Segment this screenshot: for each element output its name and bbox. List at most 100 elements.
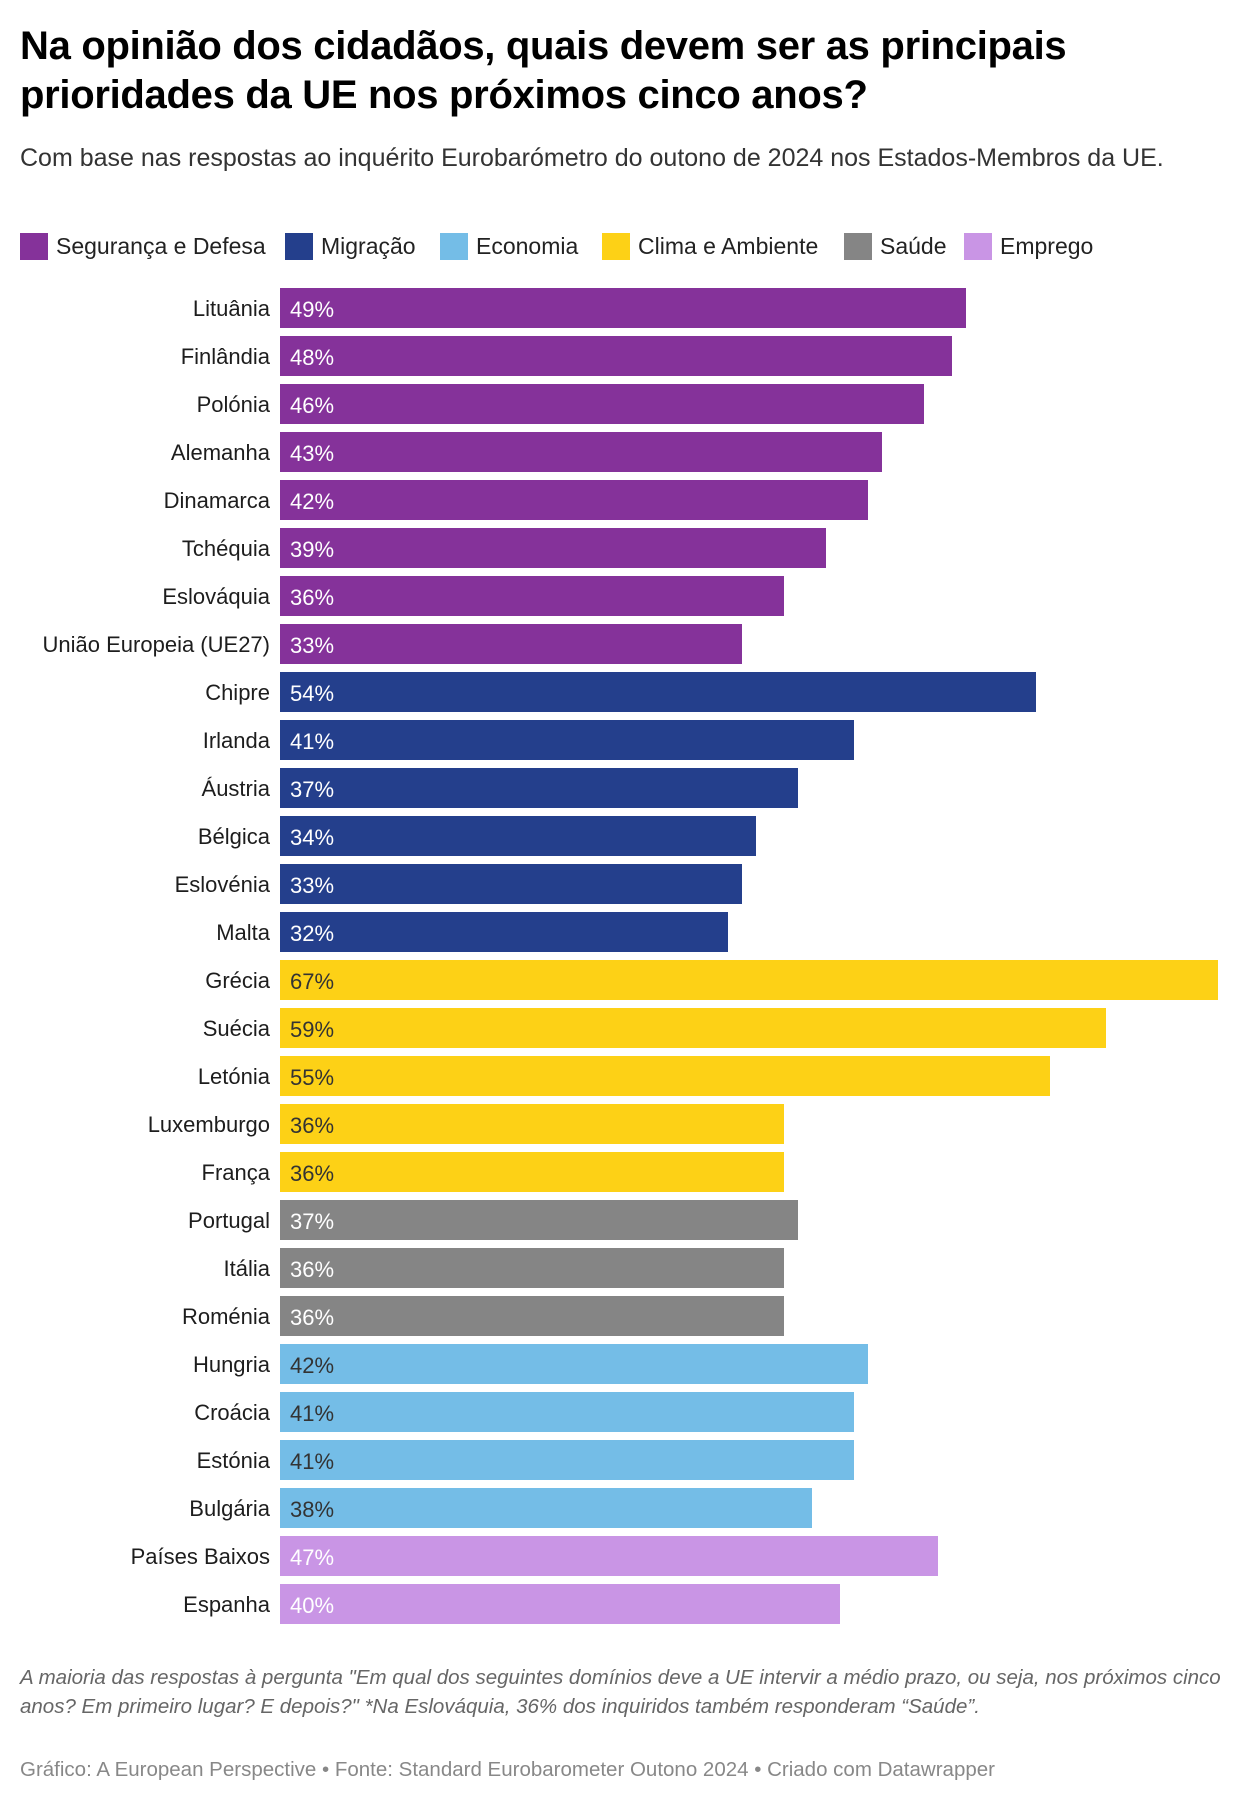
legend-label: Emprego: [1000, 233, 1094, 259]
category-label: Malta: [216, 920, 271, 945]
bar-row: Chipre 54%: [205, 672, 1036, 712]
bar-row: Países Baixos 47%: [131, 1536, 938, 1576]
category-label: Lituânia: [193, 296, 271, 321]
category-label: França: [202, 1160, 271, 1185]
bar: [280, 336, 952, 376]
category-label: Irlanda: [203, 728, 271, 753]
category-label: Alemanha: [171, 440, 271, 465]
bar-row: França 36%: [202, 1152, 784, 1192]
category-label: Suécia: [203, 1016, 271, 1041]
legend-label: Saúde: [880, 233, 947, 259]
value-label: 32%: [290, 921, 334, 946]
bar-row: Estónia 41%: [197, 1440, 854, 1480]
category-label: Roménia: [182, 1304, 271, 1329]
category-label: Luxemburgo: [148, 1112, 270, 1137]
value-label: 33%: [290, 633, 334, 658]
bar: [280, 1152, 784, 1192]
bar: [280, 816, 756, 856]
bar-row: Tchéquia 39%: [182, 528, 826, 568]
legend-item-saude: Saúde: [844, 232, 947, 260]
bar-row: Áustria 37%: [202, 768, 798, 808]
value-label: 42%: [290, 489, 334, 514]
category-label: Países Baixos: [131, 1544, 270, 1569]
bar-row: Irlanda 41%: [203, 720, 854, 760]
bar: [280, 1392, 854, 1432]
legend-label: Clima e Ambiente: [638, 233, 819, 259]
value-label: 41%: [290, 729, 334, 754]
bar-row: Suécia 59%: [203, 1008, 1106, 1048]
legend-label: Segurança e Defesa: [56, 233, 266, 259]
bar-row: Espanha 40%: [183, 1584, 840, 1624]
bar: [280, 864, 742, 904]
category-label: Hungria: [193, 1352, 271, 1377]
bar: [280, 1488, 812, 1528]
category-label: Dinamarca: [164, 488, 271, 513]
bar: [280, 768, 798, 808]
bar: [280, 960, 1218, 1000]
value-label: 36%: [290, 1305, 334, 1330]
legend-label: Economia: [476, 233, 579, 259]
category-label: Polónia: [197, 392, 271, 417]
category-label: União Europeia (UE27): [43, 632, 270, 657]
bar: [280, 384, 924, 424]
category-label: Eslovénia: [175, 872, 271, 897]
bar: [280, 1104, 784, 1144]
category-label: Finlândia: [181, 344, 271, 369]
category-label: Letónia: [198, 1064, 271, 1089]
bar: [280, 912, 728, 952]
bar-row: Hungria 42%: [193, 1344, 868, 1384]
bar-row: Lituânia 49%: [193, 288, 966, 328]
bar-row: Portugal 37%: [188, 1200, 798, 1240]
value-label: 49%: [290, 297, 334, 322]
value-label: 59%: [290, 1017, 334, 1042]
category-label: Croácia: [194, 1400, 271, 1425]
legend-item-emprego: Emprego: [964, 232, 1093, 260]
value-label: 41%: [290, 1401, 334, 1426]
bar-row: Letónia 55%: [198, 1056, 1050, 1096]
legend-item-seguranca-defesa: Segurança e Defesa: [20, 232, 266, 260]
value-label: 54%: [290, 681, 334, 706]
value-label: 36%: [290, 1161, 334, 1186]
value-label: 34%: [290, 825, 334, 850]
footnote: A maioria das respostas à pergunta "Em q…: [20, 1666, 1221, 1718]
bar: [280, 288, 966, 328]
value-label: 48%: [290, 345, 334, 370]
bar-row: Croácia 41%: [194, 1392, 854, 1432]
bar-row: Roménia 36%: [182, 1296, 784, 1336]
bar: [280, 624, 742, 664]
value-label: 36%: [290, 1113, 334, 1138]
bar-row: Dinamarca 42%: [164, 480, 868, 520]
category-label: Eslováquia: [162, 584, 270, 609]
category-label: Espanha: [183, 1592, 271, 1617]
chart-subtitle: Com base nas respostas ao inquérito Euro…: [20, 144, 1164, 172]
legend-item-clima-ambiente: Clima e Ambiente: [602, 232, 818, 260]
legend-swatch: [844, 232, 872, 260]
bar: [280, 576, 784, 616]
value-label: 39%: [290, 537, 334, 562]
legend-item-economia: Economia: [440, 232, 578, 260]
category-label: Itália: [224, 1256, 271, 1281]
value-label: 33%: [290, 873, 334, 898]
bar: [280, 1536, 938, 1576]
legend-swatch: [602, 232, 630, 260]
value-label: 36%: [290, 585, 334, 610]
legend-swatch: [285, 232, 313, 260]
category-label: Chipre: [205, 680, 270, 705]
value-label: 40%: [290, 1593, 334, 1618]
bar-chart: Lituânia 49% Finlândia 48% Polónia 46% Alemanh…: [43, 288, 1218, 1624]
bar-row: Alemanha 43%: [171, 432, 882, 472]
bar: [280, 480, 868, 520]
value-label: 47%: [290, 1545, 334, 1570]
value-label: 42%: [290, 1353, 334, 1378]
category-label: Bélgica: [198, 824, 271, 849]
category-label: Áustria: [202, 776, 271, 801]
bar: [280, 1248, 784, 1288]
legend-swatch: [20, 232, 48, 260]
category-label: Grécia: [205, 968, 271, 993]
bar-row: Bulgária 38%: [189, 1488, 812, 1528]
bar: [280, 720, 854, 760]
value-label: 46%: [290, 393, 334, 418]
bar-row: Finlândia 48%: [181, 336, 952, 376]
bar: [280, 1296, 784, 1336]
value-label: 55%: [290, 1065, 334, 1090]
